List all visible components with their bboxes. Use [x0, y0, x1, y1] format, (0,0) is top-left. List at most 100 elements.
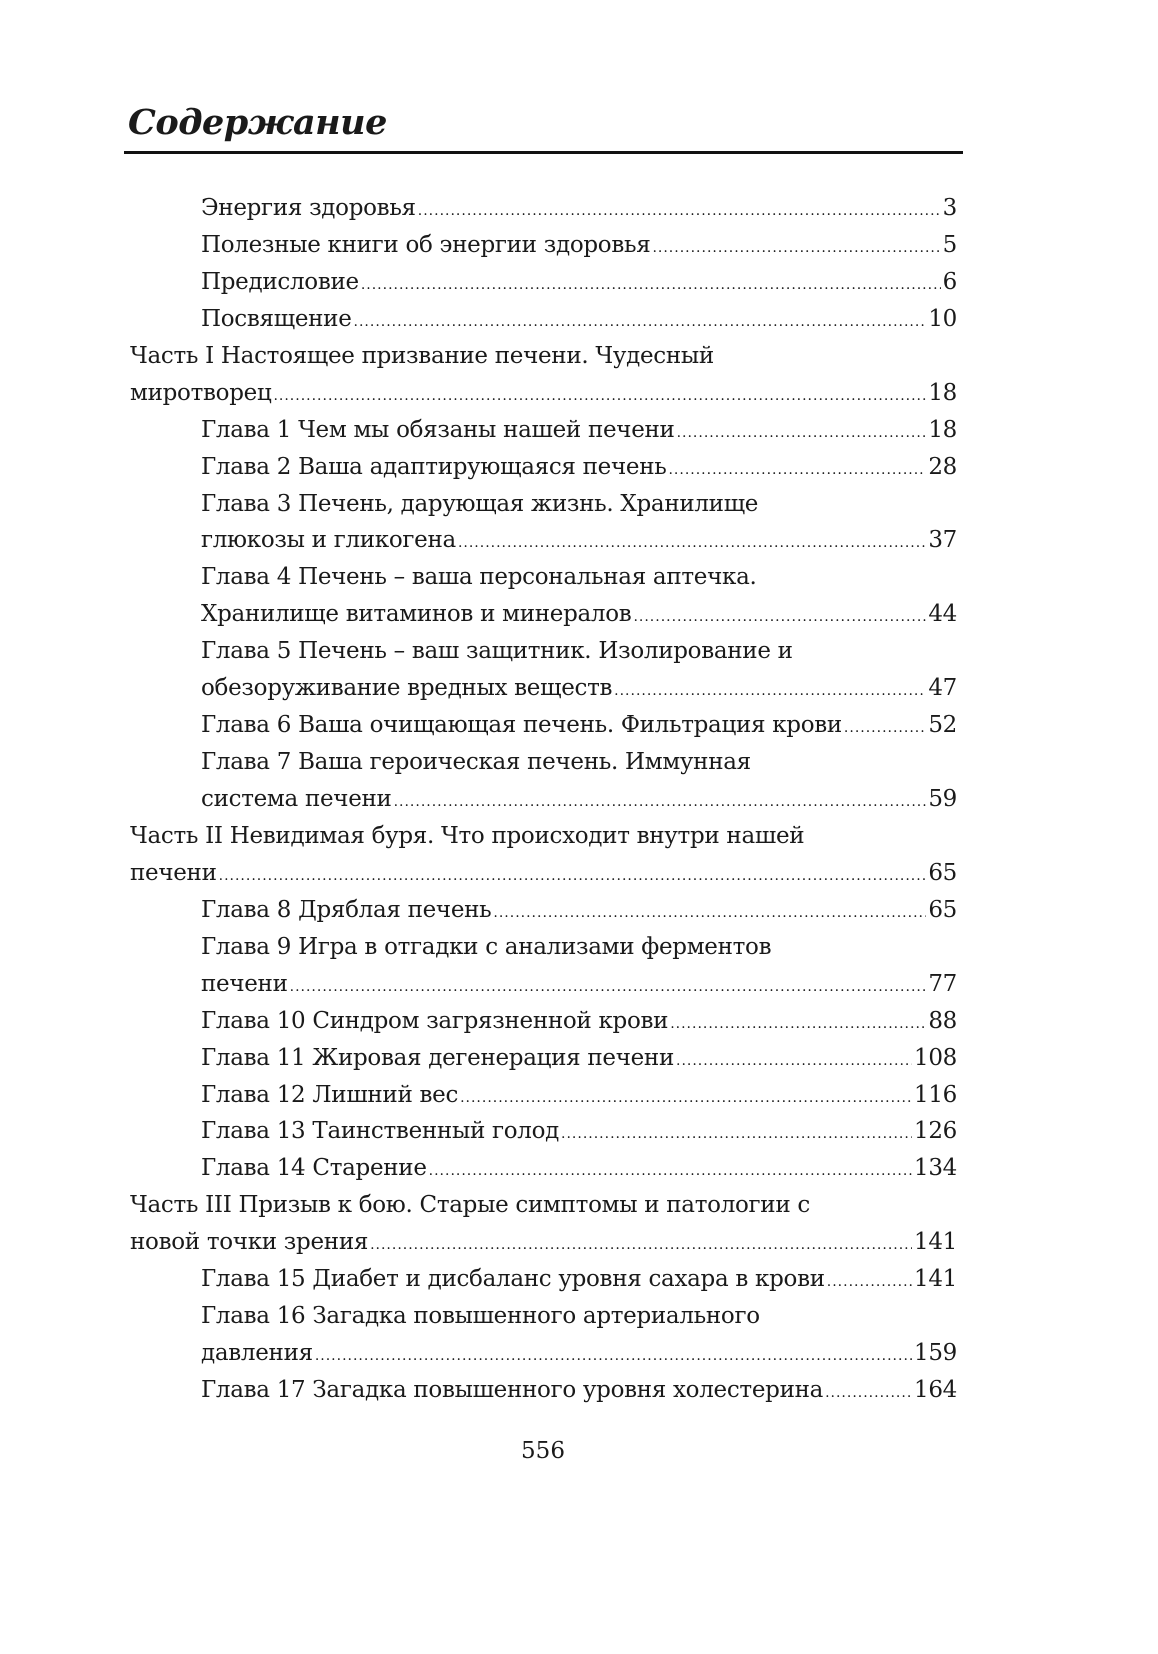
toc-page-number: 108	[914, 1044, 957, 1071]
toc-entry-title: Глава 3 Печень, дарующая жизнь. Хранилищ…	[201, 490, 759, 517]
toc-part-entry[interactable]: Часть I Настоящее призвание печени. Чуде…	[130, 338, 957, 412]
toc-chapter-entry[interactable]: Полезные книги об энергии здоровья 5	[130, 227, 957, 264]
dot-leader	[315, 1338, 912, 1375]
toc-entry-title: новой точки зрения	[130, 1229, 369, 1256]
dot-leader	[273, 378, 926, 415]
toc-page-number: 65	[928, 859, 957, 886]
dot-leader	[633, 599, 926, 636]
dot-leader	[290, 969, 927, 1006]
dot-leader	[825, 1375, 912, 1412]
toc-entry-title: Полезные книги об энергии здоровья	[201, 231, 651, 258]
toc-entry-title: Глава 8 Дряблая печень	[201, 896, 492, 923]
toc-chapter-entry[interactable]: Глава 6 Ваша очищающая печень. Фильтраци…	[130, 707, 957, 744]
dot-leader	[561, 1116, 912, 1153]
toc-page-number: 6	[942, 268, 958, 295]
toc-entry-title: Часть I Настоящее призвание печени. Чуде…	[130, 342, 714, 369]
toc-chapter-entry[interactable]: Глава 17 Загадка повышенного уровня холе…	[130, 1372, 957, 1409]
toc-chapter-entry[interactable]: Глава 11 Жировая дегенерация печени 108	[130, 1040, 957, 1077]
toc-page-number: 159	[914, 1340, 957, 1367]
title-rule	[124, 151, 963, 154]
toc-entry-title: печени	[201, 970, 288, 997]
toc-entry-title: Глава 14 Старение	[201, 1155, 427, 1182]
dot-leader	[460, 1080, 912, 1117]
dot-leader	[458, 525, 926, 562]
toc-entry-title: Глава 9 Игра в отгадки с анализами ферме…	[201, 933, 772, 960]
toc-page-number: 28	[928, 453, 957, 480]
toc-page-number: 141	[914, 1229, 957, 1256]
toc-chapter-entry[interactable]: Глава 15 Диабет и дисбаланс уровня сахар…	[130, 1261, 957, 1298]
toc-entry-title: глюкозы и гликогена	[201, 527, 456, 554]
toc-page-number: 37	[928, 527, 957, 554]
dot-leader	[614, 673, 926, 710]
toc-page-number: 18	[928, 379, 957, 406]
toc-entry-title: Глава 17 Загадка повышенного уровня холе…	[201, 1377, 824, 1403]
toc-page-number: 88	[928, 1007, 957, 1034]
toc-entry-title: Глава 7 Ваша героическая печень. Иммунна…	[201, 749, 751, 776]
table-of-contents: Энергия здоровья 3 Полезные книги об энерг…	[130, 190, 957, 1409]
toc-page-number: 5	[942, 231, 958, 258]
toc-entry-title: Глава 5 Печень – ваш защитник. Изолирова…	[201, 638, 793, 665]
toc-page-number: 65	[928, 896, 957, 923]
toc-chapter-entry[interactable]: Глава 12 Лишний вес 116	[130, 1077, 957, 1114]
toc-entry-title: Глава 12 Лишний вес	[201, 1081, 459, 1108]
toc-part-entry[interactable]: Часть III Призыв к бою. Старые симптомы …	[130, 1187, 957, 1261]
toc-chapter-entry[interactable]: Глава 7 Ваша героическая печень. Иммунна…	[130, 744, 957, 818]
dot-leader	[429, 1153, 912, 1190]
toc-entry-title: давления	[201, 1340, 313, 1367]
toc-chapter-entry[interactable]: Глава 4 Печень – ваша персональная аптеч…	[130, 559, 957, 633]
toc-entry-title: Часть II Невидимая буря. Что происходит …	[130, 822, 805, 849]
toc-chapter-entry[interactable]: Глава 5 Печень – ваш защитник. Изолирова…	[130, 633, 957, 707]
toc-chapter-entry[interactable]: Посвящение 10	[130, 301, 957, 338]
toc-entry-title: система печени	[201, 786, 392, 812]
toc-chapter-entry[interactable]: Глава 13 Таинственный голод 126	[130, 1113, 957, 1150]
toc-chapter-entry[interactable]: Глава 1 Чем мы обязаны нашей печени 18	[130, 412, 957, 449]
toc-page-number: 141	[914, 1266, 957, 1293]
toc-chapter-entry[interactable]: Энергия здоровья 3	[130, 190, 957, 227]
toc-page-number: 116	[914, 1081, 957, 1108]
dot-leader	[219, 858, 927, 895]
dot-leader	[418, 193, 941, 230]
dot-leader	[668, 452, 926, 489]
dot-leader	[493, 895, 926, 932]
toc-entry-title: Глава 2 Ваша адаптирующаяся печень	[201, 453, 667, 480]
toc-entry-title: печени	[130, 859, 217, 886]
toc-entry-title: Посвящение	[201, 305, 352, 332]
toc-chapter-entry[interactable]: Глава 2 Ваша адаптирующаяся печень 28	[130, 449, 957, 486]
dot-leader	[354, 304, 927, 341]
toc-chapter-entry[interactable]: Глава 16 Загадка повышенного артериально…	[130, 1298, 957, 1372]
toc-entry-title: Глава 15 Диабет и дисбаланс уровня сахар…	[201, 1266, 825, 1293]
page-number: 556	[521, 1438, 565, 1464]
dot-leader	[827, 1264, 912, 1301]
dot-leader	[677, 415, 927, 452]
toc-chapter-entry[interactable]: Глава 9 Игра в отгадки с анализами ферме…	[130, 929, 957, 1003]
toc-page-number: 47	[928, 675, 957, 702]
toc-chapter-entry[interactable]: Глава 14 Старение 134	[130, 1150, 957, 1187]
dot-leader	[670, 1006, 926, 1043]
toc-entry-title: Хранилище витаминов и минералов	[201, 601, 632, 628]
toc-page-number: 59	[928, 786, 957, 812]
toc-page-number: 44	[928, 601, 957, 628]
dot-leader	[394, 784, 927, 821]
toc-chapter-entry[interactable]: Глава 10 Синдром загрязненной крови 88	[130, 1003, 957, 1040]
dot-leader	[370, 1227, 912, 1264]
toc-page-number: 77	[928, 970, 957, 997]
toc-entry-title: Глава 6 Ваша очищающая печень. Фильтраци…	[201, 712, 842, 739]
toc-entry-title: Глава 16 Загадка повышенного артериально…	[201, 1303, 760, 1330]
toc-entry-title: Энергия здоровья	[201, 195, 416, 221]
toc-chapter-entry[interactable]: Предисловие 6	[130, 264, 957, 301]
toc-entry-title: Глава 1 Чем мы обязаны нашей печени	[201, 416, 675, 443]
toc-page-number: 3	[942, 195, 958, 221]
toc-part-entry[interactable]: Часть II Невидимая буря. Что происходит …	[130, 818, 957, 892]
dot-leader	[844, 710, 926, 747]
toc-entry-title: миротворец	[130, 379, 272, 406]
toc-page-number: 52	[928, 712, 957, 739]
toc-entry-title: Глава 10 Синдром загрязненной крови	[201, 1007, 669, 1034]
toc-entry-title: обезоруживание вредных веществ	[201, 675, 613, 702]
toc-entry-title: Глава 13 Таинственный голод	[201, 1118, 560, 1145]
toc-entry-title: Часть III Призыв к бою. Старые симптомы …	[130, 1192, 810, 1219]
toc-entry-title: Глава 4 Печень – ваша персональная аптеч…	[201, 564, 757, 591]
toc-chapter-entry[interactable]: Глава 8 Дряблая печень 65	[130, 892, 957, 929]
toc-chapter-entry[interactable]: Глава 3 Печень, дарующая жизнь. Хранилищ…	[130, 486, 957, 560]
dot-leader	[676, 1043, 912, 1080]
toc-entry-title: Глава 11 Жировая дегенерация печени	[201, 1044, 674, 1071]
